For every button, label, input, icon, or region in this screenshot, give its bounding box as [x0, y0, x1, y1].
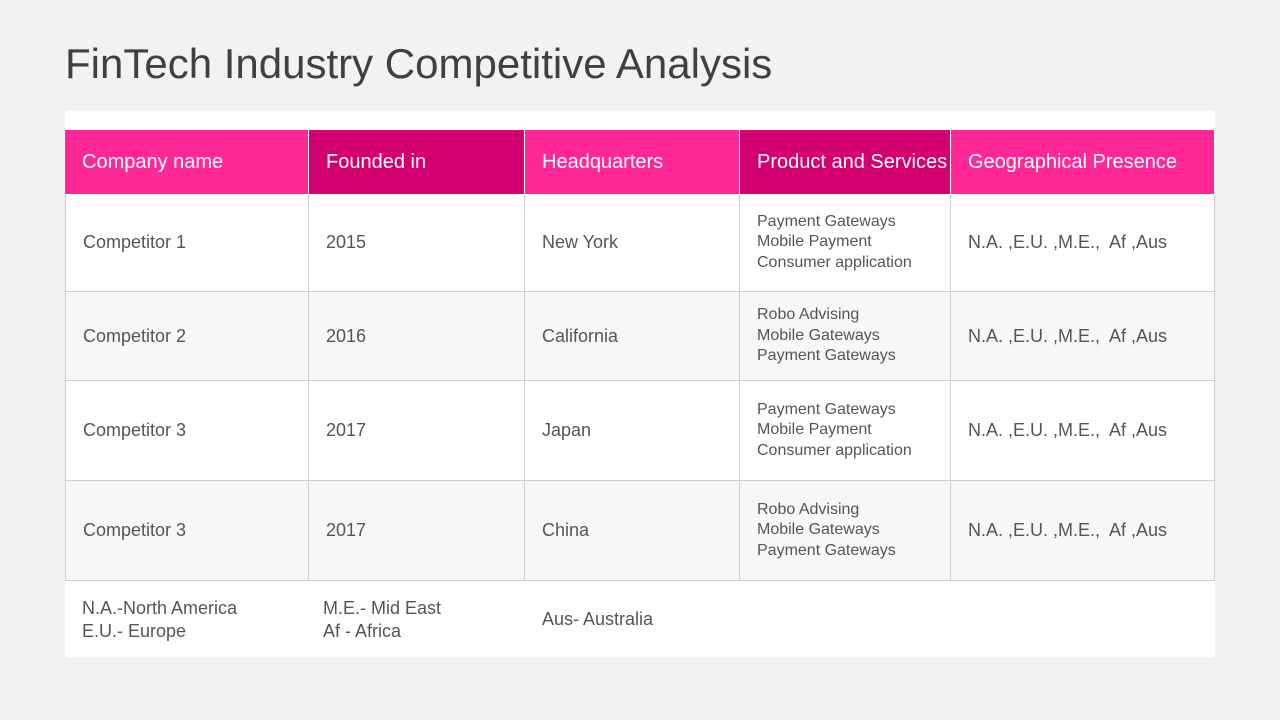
cell-text: N.A. ,E.U. ,M.E., Af ,Aus — [968, 325, 1168, 346]
footnote-line: E.U.- Europe — [82, 620, 187, 641]
cell-text: Competitor 3 — [83, 420, 187, 440]
cell-text: California — [542, 325, 619, 346]
cell-text: 2016 — [326, 325, 367, 346]
footnote: M.E.- Mid East Af - Africa — [306, 581, 546, 658]
cell-text: 2015 — [326, 232, 367, 252]
header-cell: Founded in — [309, 130, 525, 194]
table-cell: Competitor 1 — [65, 194, 309, 292]
cell-line: Payment Gateways — [757, 347, 896, 365]
table-cell: Robo Advising Mobile Gateways Payment Gate… — [740, 481, 951, 581]
cell-text: Japan — [542, 420, 592, 440]
cell-text: 2017 — [326, 520, 367, 540]
table-cell: N.A. ,E.U. ,M.E., Af ,Aus — [951, 292, 1215, 381]
cell-text: Competitor 3 — [83, 520, 187, 540]
cell-line: Mobile Payment — [757, 421, 872, 439]
table-cell: 2017 — [309, 381, 525, 481]
header-text: Company name — [82, 150, 224, 173]
cell-text: N.A. ,E.U. ,M.E., Af ,Aus — [968, 420, 1168, 440]
header-text: Product and Services — [757, 150, 948, 173]
cell-line: Consumer application — [757, 253, 912, 271]
cell-line: Payment Gateways — [757, 400, 896, 418]
header-cell: Geographical Presence — [951, 130, 1215, 194]
footnote: N.A.-North America E.U.- Europe — [65, 581, 305, 658]
cell-text: New York — [542, 232, 619, 252]
cell-text: Competitor 1 — [83, 232, 187, 252]
header-cell: Company name — [65, 130, 309, 194]
header-text: Founded in — [326, 150, 427, 173]
table-cell: N.A. ,E.U. ,M.E., Af ,Aus — [951, 194, 1215, 292]
footnote-line: N.A.-North America — [82, 597, 238, 618]
header-text: Geographical Presence — [968, 150, 1178, 173]
table-cell: Japan — [525, 381, 740, 481]
header-cell: Product and Services — [740, 130, 951, 194]
footnote-line: M.E.- Mid East — [323, 597, 442, 618]
cell-text: 2017 — [326, 420, 367, 440]
table-cell: N.A. ,E.U. ,M.E., Af ,Aus — [951, 381, 1215, 481]
footnote-line: Aus- Australia — [542, 609, 654, 629]
table-cell: Competitor 3 — [65, 481, 309, 581]
cell-line: Payment Gateways — [757, 541, 896, 559]
table-cell: Payment Gateways Mobile Payment Consumer a… — [740, 194, 951, 292]
footnote-line: Af - Africa — [323, 620, 402, 641]
table-cell: N.A. ,E.U. ,M.E., Af ,Aus — [951, 481, 1215, 581]
table-cell: New York — [525, 194, 740, 292]
cell-text: China — [542, 520, 590, 540]
cell-text: N.A. ,E.U. ,M.E., Af ,Aus — [968, 520, 1168, 540]
table-cell: Competitor 2 — [65, 292, 309, 381]
table-cell: 2016 — [309, 292, 525, 381]
footnote: Aus- Australia — [525, 581, 765, 658]
cell-text: Competitor 2 — [83, 325, 187, 346]
table-cell: China — [525, 481, 740, 581]
table-cell: Competitor 3 — [65, 381, 309, 481]
cell-line: Robo Advising — [757, 500, 860, 518]
table-cell: 2015 — [309, 194, 525, 292]
cell-line: Mobile Payment — [757, 233, 872, 251]
slide-title: FinTech Industry Competitive Analysis — [65, 40, 773, 87]
table-cell: Payment Gateways Mobile Payment Consumer a… — [740, 381, 951, 481]
header-cell: Headquarters — [525, 130, 740, 194]
cell-line: Consumer application — [757, 441, 912, 459]
cell-line: Robo Advising — [757, 306, 860, 324]
table-cell: 2017 — [309, 481, 525, 581]
cell-line: Payment Gateways — [757, 212, 896, 230]
table-cell: Robo Advising Mobile Gateways Payment Gate… — [740, 292, 951, 381]
cell-line: Mobile Gateways — [757, 521, 880, 539]
cell-line: Mobile Gateways — [757, 326, 880, 344]
cell-text: N.A. ,E.U. ,M.E., Af ,Aus — [968, 232, 1168, 252]
header-text: Headquarters — [542, 150, 664, 173]
table-cell: California — [525, 292, 740, 381]
